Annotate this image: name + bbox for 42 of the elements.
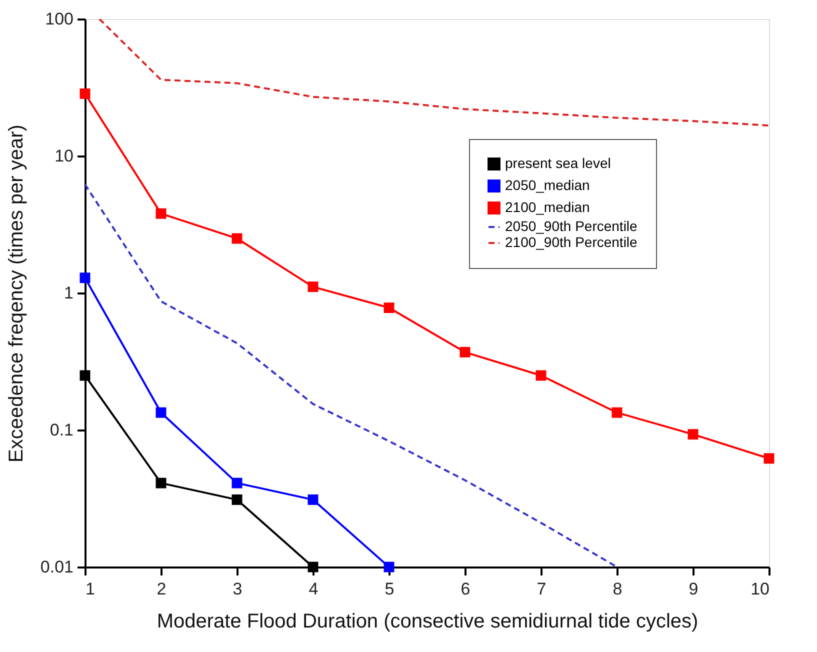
x-tick-label: 8: [612, 580, 622, 598]
x-tick-label: 5: [384, 580, 394, 598]
point: [612, 407, 622, 418]
legend-label: 2050_90th Percentile: [505, 218, 638, 234]
point: [156, 407, 166, 418]
x-tick-label: 9: [688, 580, 698, 598]
y-tick-label: 0.1: [50, 420, 74, 440]
point: [308, 562, 318, 572]
x-tick-label: 3: [232, 580, 242, 598]
x-axis-title: Moderate Flood Duration (consective semidiurnal tide cycles): [156, 610, 698, 632]
point: [384, 302, 394, 314]
legend-label: 2100_median: [505, 199, 590, 215]
point: [232, 478, 242, 488]
x-tick-label: 6: [460, 580, 470, 598]
point: [80, 370, 90, 381]
point: [232, 233, 242, 244]
point: [80, 88, 90, 99]
point: [460, 346, 470, 358]
y-axis-title: Exceedence freqency (times per year): [5, 124, 28, 462]
legend-label: 2050_median: [505, 177, 590, 193]
y-tick-label: 0.01: [40, 558, 74, 576]
point: [156, 478, 166, 488]
point: [80, 272, 90, 284]
point: [536, 370, 546, 381]
x-tick-label: 4: [308, 580, 318, 598]
point: [688, 429, 698, 440]
legend-label: 2100_90th Percentile: [505, 234, 638, 250]
point: [232, 494, 242, 505]
point: [308, 494, 318, 505]
legend-label: present sea level: [505, 155, 611, 171]
x-tick-label: 1: [86, 580, 95, 598]
x-tick-label: 10: [750, 580, 770, 598]
point: [308, 282, 318, 292]
x-tick-label: 2: [156, 580, 166, 598]
point: [156, 208, 166, 219]
line-series: [98, 19, 769, 126]
point: [384, 562, 394, 572]
y-tick-label: 1: [64, 284, 74, 302]
y-tick-label: 100: [45, 10, 74, 28]
x-tick-label: 7: [536, 580, 546, 598]
y-tick-label: 10: [54, 146, 74, 166]
point: [764, 453, 774, 464]
